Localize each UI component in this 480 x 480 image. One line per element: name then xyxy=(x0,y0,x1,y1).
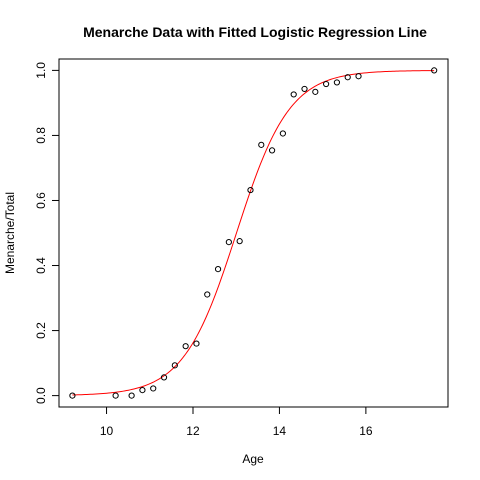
x-axis: 10 12 14 16 xyxy=(100,406,373,438)
data-point xyxy=(160,374,168,381)
y-axis-label: Menarche/Total xyxy=(3,192,17,274)
fitted-line-layer xyxy=(72,70,435,396)
y-tick-label: 1.0 xyxy=(34,62,48,79)
x-tick-label: 16 xyxy=(359,424,373,438)
data-point xyxy=(312,88,319,95)
data-point xyxy=(279,130,286,137)
fitted-logistic-line xyxy=(72,70,435,396)
data-point xyxy=(247,186,254,194)
data-point xyxy=(290,91,297,98)
y-tick-label: 0.6 xyxy=(34,192,48,209)
data-point xyxy=(182,343,189,350)
data-point xyxy=(69,392,76,399)
data-point xyxy=(139,386,146,394)
data-point xyxy=(112,392,119,399)
data-point xyxy=(150,385,157,392)
data-point xyxy=(431,67,438,74)
data-point xyxy=(323,80,330,88)
y-tick-label: 0.4 xyxy=(34,257,48,274)
y-tick-label: 0.0 xyxy=(34,387,48,404)
data-point xyxy=(171,362,178,369)
data-points-layer xyxy=(69,67,438,399)
y-tick-label: 0.2 xyxy=(34,322,48,339)
x-axis-label: Age xyxy=(242,452,264,466)
data-point xyxy=(258,141,265,148)
x-tick-label: 12 xyxy=(186,424,200,438)
y-tick-label: 0.8 xyxy=(34,127,48,144)
x-tick-label: 14 xyxy=(273,424,287,438)
data-point xyxy=(344,74,351,81)
x-tick-label: 10 xyxy=(100,424,114,438)
data-point xyxy=(355,73,362,80)
data-point xyxy=(193,340,200,347)
chart-title: Menarche Data with Fitted Logistic Regre… xyxy=(83,24,427,40)
data-point xyxy=(214,266,222,273)
data-point xyxy=(301,85,308,93)
data-point xyxy=(236,238,243,245)
y-axis: 0.0 0.2 0.4 0.6 0.8 1.0 xyxy=(34,62,60,404)
plot-frame xyxy=(58,58,449,408)
data-point xyxy=(268,147,276,154)
data-point xyxy=(333,79,341,86)
data-point xyxy=(128,392,135,399)
data-point xyxy=(204,291,211,298)
data-point xyxy=(225,239,232,246)
